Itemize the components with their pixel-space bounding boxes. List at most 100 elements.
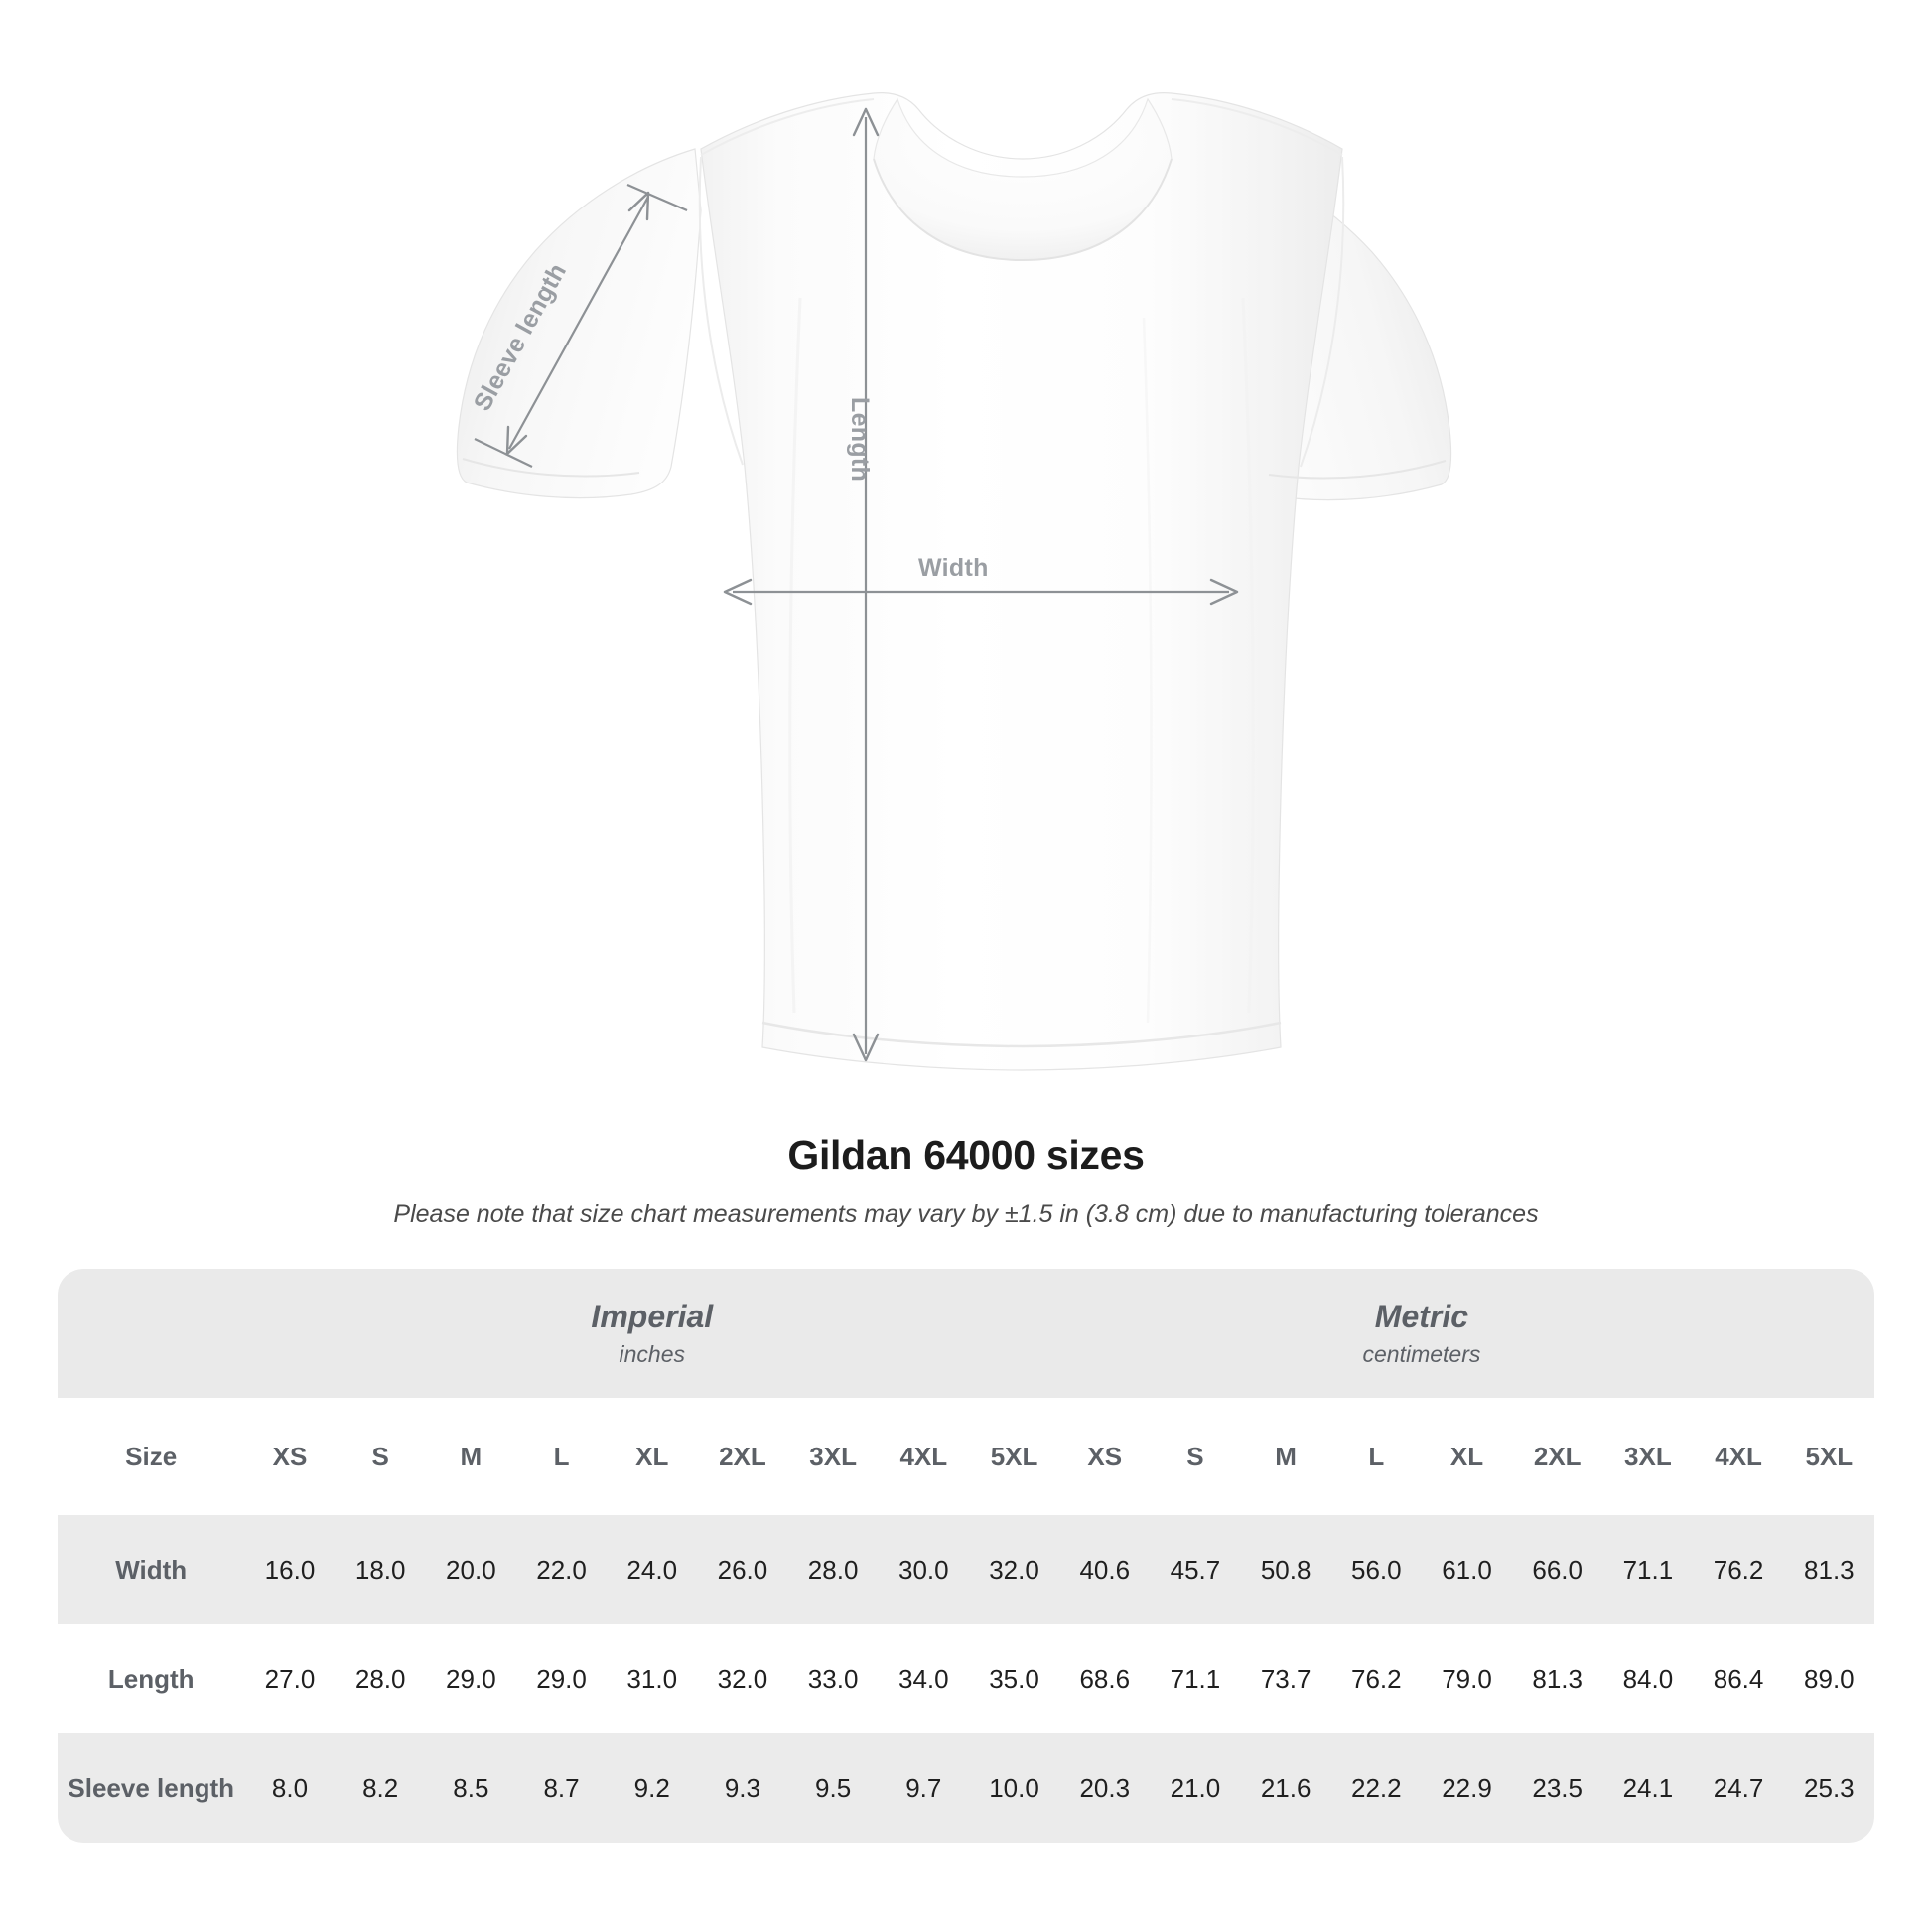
cell-length-imperial-s: 28.0 [335, 1624, 426, 1733]
size-header-imperial-5xl: 5XL [968, 1398, 1060, 1515]
imperial-label: Imperial [591, 1299, 714, 1335]
size-header-metric-m: M [1240, 1398, 1331, 1515]
cell-length-imperial-2xl: 32.0 [697, 1624, 788, 1733]
cell-sleeve-metric-2xl: 23.5 [1512, 1733, 1603, 1843]
unit-banner-row: Imperial inches Metric centimeters [58, 1269, 1874, 1398]
fabric-fold [1142, 317, 1153, 1024]
length-arrow-bottom [852, 1033, 880, 1062]
size-header-label: Size [58, 1398, 245, 1515]
unit-banner-spacer [58, 1269, 245, 1398]
size-header-metric-4xl: 4XL [1693, 1398, 1784, 1515]
bottom-hem [761, 1021, 1282, 1048]
size-header-metric-3xl: 3XL [1602, 1398, 1694, 1515]
sleeve-dimension-line [508, 196, 649, 450]
unit-banner-imperial: Imperial inches [244, 1269, 1060, 1398]
size-header-imperial-xl: XL [607, 1398, 698, 1515]
size-header-imperial-l: L [515, 1398, 608, 1515]
cell-width-metric-4xl: 76.2 [1693, 1515, 1784, 1624]
metric-unit-sub: centimeters [1362, 1340, 1481, 1367]
cell-sleeve-imperial-m: 8.5 [425, 1733, 516, 1843]
left-armhole-seam [698, 156, 744, 466]
cell-sleeve-metric-4xl: 24.7 [1693, 1733, 1784, 1843]
cell-width-imperial-xl: 24.0 [607, 1515, 698, 1624]
cell-width-metric-m: 50.8 [1240, 1515, 1331, 1624]
page-title: Gildan 64000 sizes [787, 1132, 1145, 1177]
size-table: Imperial inches Metric centimeters Size … [58, 1269, 1874, 1843]
cell-width-imperial-5xl: 32.0 [968, 1515, 1060, 1624]
cell-width-imperial-xs: 16.0 [244, 1515, 336, 1624]
size-table-container: Imperial inches Metric centimeters Size … [58, 1269, 1874, 1843]
cell-width-metric-s: 45.7 [1150, 1515, 1241, 1624]
right-shoulder-seam [1171, 98, 1343, 156]
cell-length-metric-l: 76.2 [1330, 1624, 1422, 1733]
width-arrow-right [1209, 578, 1239, 606]
cell-sleeve-imperial-5xl: 10.0 [968, 1733, 1060, 1843]
cell-sleeve-imperial-s: 8.2 [335, 1733, 426, 1843]
size-header-row: Size XS S M L XL 2XL 3XL 4XL 5XL XS S M … [58, 1398, 1874, 1515]
collar-seam [873, 158, 1173, 262]
size-header-metric-xl: XL [1421, 1398, 1513, 1515]
length-dimension-label: Length [846, 397, 874, 483]
title-block: Gildan 64000 sizes Please note that size… [0, 1132, 1932, 1229]
unit-banner-metric: Metric centimeters [1059, 1269, 1784, 1398]
cell-length-metric-m: 73.7 [1240, 1624, 1331, 1733]
row-label-sleeve-length: Sleeve length [58, 1733, 245, 1843]
table-row: Length 27.0 28.0 29.0 29.0 31.0 32.0 33.… [58, 1624, 1874, 1733]
size-header-imperial-m: M [425, 1398, 516, 1515]
size-header-imperial-s: S [335, 1398, 426, 1515]
cell-width-metric-5xl: 81.3 [1783, 1515, 1874, 1624]
cell-sleeve-metric-s: 21.0 [1150, 1733, 1241, 1843]
cell-sleeve-metric-xs: 20.3 [1059, 1733, 1151, 1843]
cell-width-metric-xs: 40.6 [1059, 1515, 1151, 1624]
sleeve-tick-bottom [474, 438, 533, 468]
size-header-imperial-2xl: 2XL [697, 1398, 788, 1515]
cell-sleeve-metric-m: 21.6 [1240, 1733, 1331, 1843]
width-dimension-label: Width [918, 554, 989, 582]
cell-sleeve-metric-xl: 22.9 [1421, 1733, 1513, 1843]
size-header-metric-l: L [1330, 1398, 1422, 1515]
cell-width-imperial-s: 18.0 [335, 1515, 426, 1624]
left-shoulder-seam [700, 98, 875, 156]
row-label-width: Width [58, 1515, 245, 1624]
left-sleeve-hem [462, 458, 640, 478]
cell-length-imperial-4xl: 34.0 [878, 1624, 969, 1733]
cell-length-imperial-xs: 27.0 [244, 1624, 336, 1733]
metric-label: Metric [1374, 1299, 1469, 1335]
unit-banner-metric-end [1783, 1269, 1874, 1398]
cell-width-metric-l: 56.0 [1330, 1515, 1422, 1624]
size-header-imperial-4xl: 4XL [878, 1398, 969, 1515]
cell-width-imperial-2xl: 26.0 [697, 1515, 788, 1624]
shirt-body [700, 92, 1343, 1071]
cell-length-metric-xs: 68.6 [1059, 1624, 1151, 1733]
tshirt-illustration: Sleeve length Length Width [456, 92, 1452, 1071]
cell-sleeve-metric-l: 22.2 [1330, 1733, 1422, 1843]
sleeve-arrow-top [627, 191, 650, 221]
cell-length-imperial-3xl: 33.0 [787, 1624, 879, 1733]
right-armhole-seam [1300, 156, 1345, 468]
row-label-length: Length [58, 1624, 245, 1733]
size-header-imperial-xs: XS [244, 1398, 336, 1515]
fabric-fold [1241, 297, 1255, 1014]
length-arrow-top [852, 107, 880, 137]
table-row: Sleeve length 8.0 8.2 8.5 8.7 9.2 9.3 9.… [58, 1733, 1874, 1843]
sleeve-arrow-bottom [505, 425, 528, 456]
cell-width-imperial-m: 20.0 [425, 1515, 516, 1624]
cell-width-imperial-3xl: 28.0 [787, 1515, 879, 1624]
size-header-metric-2xl: 2XL [1512, 1398, 1603, 1515]
tshirt-graphic [456, 92, 1452, 1071]
cell-length-metric-5xl: 89.0 [1783, 1624, 1874, 1733]
cell-sleeve-imperial-4xl: 9.7 [878, 1733, 969, 1843]
cell-length-imperial-l: 29.0 [515, 1624, 608, 1733]
cell-length-imperial-5xl: 35.0 [968, 1624, 1060, 1733]
size-header-metric-s: S [1150, 1398, 1241, 1515]
cell-width-metric-3xl: 71.1 [1602, 1515, 1694, 1624]
table-row: Width 16.0 18.0 20.0 22.0 24.0 26.0 28.0… [58, 1515, 1874, 1624]
cell-width-imperial-4xl: 30.0 [878, 1515, 969, 1624]
cell-sleeve-imperial-2xl: 9.3 [697, 1733, 788, 1843]
cell-width-imperial-l: 22.0 [515, 1515, 608, 1624]
cell-length-metric-4xl: 86.4 [1693, 1624, 1784, 1733]
right-sleeve-hem [1268, 460, 1447, 480]
cell-width-metric-xl: 61.0 [1421, 1515, 1513, 1624]
cell-sleeve-metric-3xl: 24.1 [1602, 1733, 1694, 1843]
